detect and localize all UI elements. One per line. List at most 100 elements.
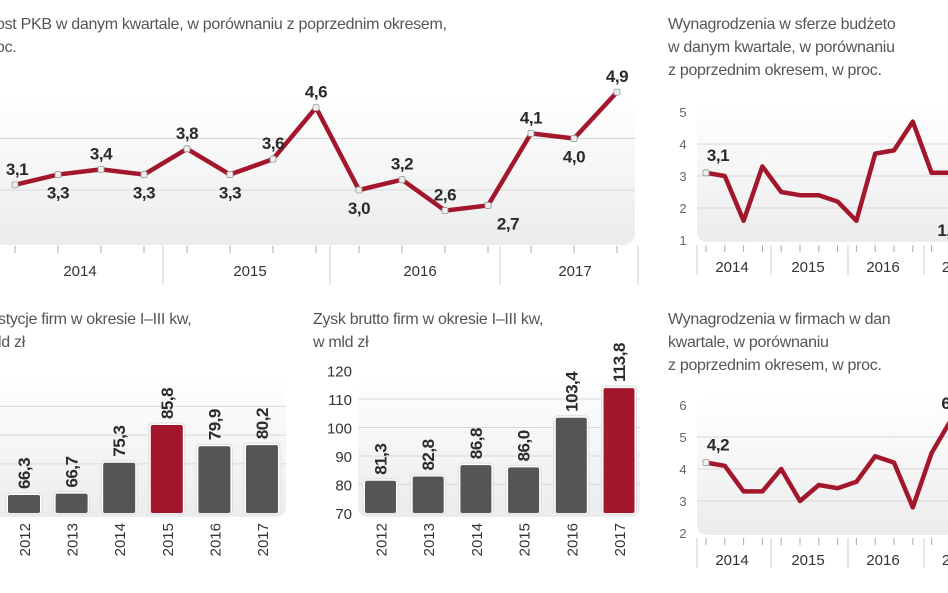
data-label: 4,1 [520,108,542,127]
bar [603,388,635,513]
data-label: 3,3 [47,184,69,203]
data-label: 4,9 [606,67,628,86]
data-label: 3,6 [262,134,284,153]
data-point [441,207,449,215]
bar [555,417,587,513]
data-label: 3,2 [391,155,413,174]
chart-title-inwestycje: stycje firm w okresie I–III kw, ld zł [0,308,192,354]
data-label: 66,3 [15,458,34,489]
y-tick-label: 90 [335,449,352,466]
x-tick-label: 2017 [255,523,272,556]
title-line: Wynagrodzenia w firmach w dan [668,311,891,328]
chart-title-budzet: Wynagrodzenia w sferze budżeto w danym k… [668,13,896,82]
y-tick-label: 100 [327,421,352,438]
y-tick-label: 2 [679,201,686,216]
data-label: 113,8 [610,343,629,382]
y-tick-label: 4 [679,462,686,477]
data-label: 3,1 [707,146,729,165]
title-line: w danym kwartale, w porównaniu [668,39,895,56]
x-tick-label: 2014 [715,259,748,276]
data-point [269,155,277,163]
data-label: 4,0 [563,148,585,167]
data-label: 85,8 [158,388,177,419]
data-point [140,171,148,178]
y-tick-label: 4 [679,137,686,152]
data-label: 80,2 [253,408,272,439]
bar [508,467,540,513]
data-label: 3,3 [133,184,155,203]
y-tick-label: 5 [679,105,686,120]
data-label: 81,3 [372,444,391,475]
x-tick-label: 2015 [791,552,824,569]
series-line [705,119,948,224]
data-point [527,129,535,137]
data-label: 66,7 [63,456,82,487]
x-tick-label: 2013 [421,523,438,556]
y-tick-label: 120 [327,364,352,381]
data-point [702,169,710,177]
x-tick-label: 2016 [207,523,224,556]
data-label: 1,8 [937,221,948,240]
y-tick-label: 80 [335,478,352,495]
plot-area [697,102,948,242]
data-point [702,459,710,467]
y-tick-label: 1 [679,233,686,248]
data-point [398,176,406,184]
bar [246,445,278,513]
data-label: 82,8 [419,439,438,470]
y-tick-label: 2 [679,526,686,541]
x-tick-label: 2 [942,552,948,569]
data-label: 79,9 [205,409,224,440]
y-tick-label: 3 [679,169,686,184]
title-line: z poprzednim okresem, w proc. [668,62,882,79]
x-tick-label: 2015 [160,523,177,556]
y-tick-label: 70 [335,506,352,523]
data-label: 2,7 [497,214,519,233]
plot-area [697,395,948,535]
x-tick-label: 2012 [374,523,391,556]
title-line: ld zł [0,334,25,351]
title-line: z poprzednim okresem, w proc. [668,357,882,374]
x-tick-label: 2 [942,259,948,276]
x-tick-label: 2012 [17,523,34,556]
x-tick-label: 2014 [112,523,129,556]
data-point [355,186,363,194]
data-label: 75,3 [110,426,129,457]
data-label: 4,6 [305,83,327,102]
bar [55,493,88,513]
title-line: ost PKB w danym kwartale, w porównaniu z… [0,16,447,33]
title-line: oc. [0,39,17,56]
x-tick-label: 2016 [564,523,581,556]
data-point [11,181,19,189]
y-tick-label: 6 [679,398,686,413]
plot-area [0,373,286,517]
bar [150,425,183,513]
x-tick-label: 2016 [866,259,899,276]
data-label: 3,8 [176,124,198,143]
x-tick-label: 2016 [403,263,436,280]
y-tick-label: 5 [679,430,686,445]
data-point [97,165,105,173]
title-line: Wynagrodzenia w sferze budżeto [668,16,896,33]
data-point [226,171,234,178]
data-label: 3,4 [90,144,113,163]
bar [198,446,231,513]
chart-title-pkb: ost PKB w danym kwartale, w porównaniu z… [0,13,447,59]
series-line [705,420,948,510]
data-label: 3,0 [348,199,370,218]
chart-title-zysk: Zysk brutto firm w okresie I–III kw, w m… [313,308,543,354]
x-tick-label: 2013 [65,523,82,556]
data-point [312,104,320,111]
x-tick-label: 2015 [791,259,824,276]
x-tick-label: 2014 [715,552,748,569]
title-line: Zysk brutto firm w okresie I–III kw, [313,311,544,328]
bar [412,476,444,513]
data-point [54,171,62,178]
x-tick-label: 2017 [612,523,629,556]
bar [365,480,396,513]
chart-title-firmy: Wynagrodzenia w firmach w dan kwartale, … [668,308,891,377]
title-line: stycje firm w okresie I–III kw, [0,311,192,328]
plot-area [358,373,640,517]
data-label: 2,6 [434,186,456,205]
